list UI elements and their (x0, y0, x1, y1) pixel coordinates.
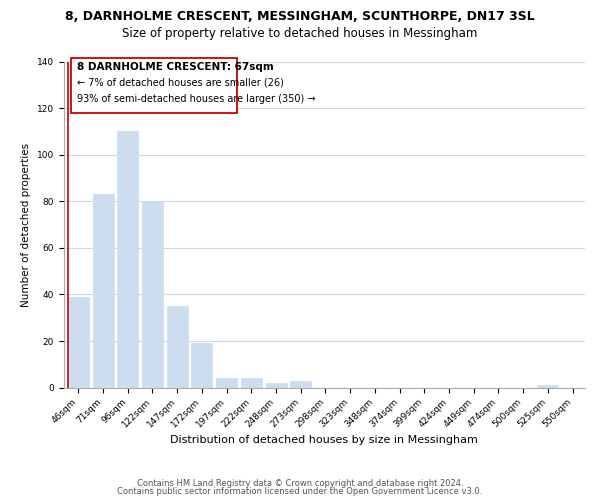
Bar (241, 378, 262, 388)
Bar (142, 202, 163, 388)
Text: Contains HM Land Registry data © Crown copyright and database right 2024.: Contains HM Land Registry data © Crown c… (137, 478, 463, 488)
Bar (117, 132, 138, 388)
Bar (92, 194, 113, 388)
Bar (191, 344, 212, 388)
Bar (538, 386, 559, 388)
Text: ← 7% of detached houses are smaller (26): ← 7% of detached houses are smaller (26) (77, 78, 284, 88)
Text: 8 DARNHOLME CRESCENT: 67sqm: 8 DARNHOLME CRESCENT: 67sqm (77, 62, 274, 72)
Text: Size of property relative to detached houses in Messingham: Size of property relative to detached ho… (122, 28, 478, 40)
Bar (266, 383, 287, 388)
Bar (71, 58, 236, 113)
Text: Contains public sector information licensed under the Open Government Licence v3: Contains public sector information licen… (118, 487, 482, 496)
Text: 8, DARNHOLME CRESCENT, MESSINGHAM, SCUNTHORPE, DN17 3SL: 8, DARNHOLME CRESCENT, MESSINGHAM, SCUNT… (65, 10, 535, 23)
X-axis label: Distribution of detached houses by size in Messingham: Distribution of detached houses by size … (170, 435, 478, 445)
Bar (216, 378, 237, 388)
Text: 93% of semi-detached houses are larger (350) →: 93% of semi-detached houses are larger (… (77, 94, 316, 104)
Y-axis label: Number of detached properties: Number of detached properties (21, 142, 31, 306)
Bar (290, 380, 311, 388)
Bar (167, 306, 188, 388)
Bar (68, 297, 89, 388)
